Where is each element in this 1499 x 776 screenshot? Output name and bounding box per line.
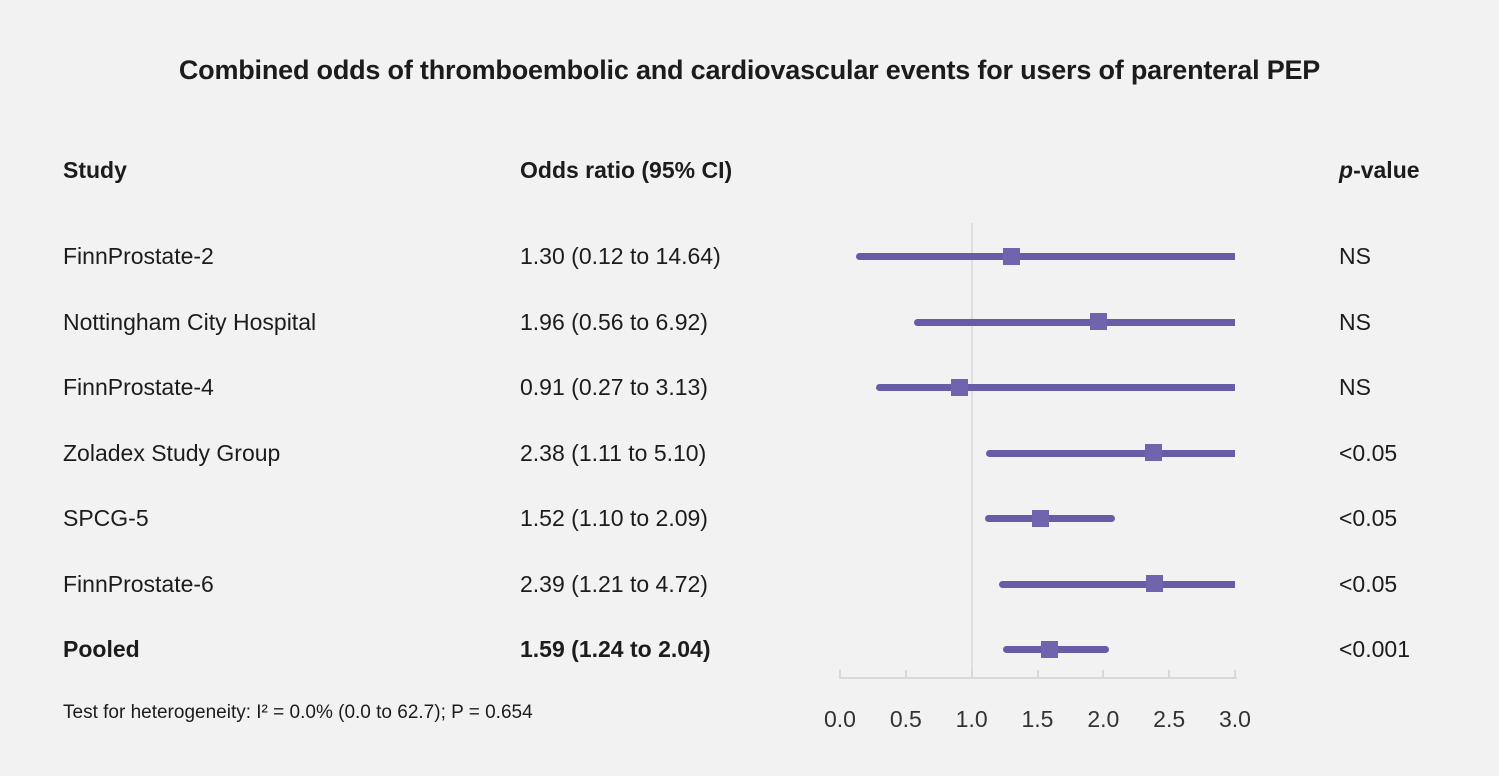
confidence-interval-line [999,580,1235,588]
reference-line-1.0 [970,223,973,679]
confidence-interval-line [984,515,1116,522]
x-axis-tick [839,670,841,679]
x-axis-tick-label: 2.5 [1153,706,1186,732]
odds-ratio-marker [1040,640,1058,658]
odds-ratio-marker [1146,575,1164,592]
x-axis-tick [904,670,907,679]
study-label: Pooled [63,636,140,662]
confidence-interval-line [913,318,1235,326]
study-label: SPCG-5 [63,505,149,531]
column-header-study: Study [63,157,127,183]
p-value: NS [1339,243,1371,269]
column-header-odds-ratio: Odds ratio (95% CI) [520,157,733,183]
study-label: Zoladex Study Group [63,439,281,466]
heterogeneity-footnote: Test for heterogeneity: I² = 0.0% (0.0 t… [63,702,533,723]
p-value: NS [1339,374,1371,400]
p-value-header-suffix: -value [1353,157,1420,183]
study-label: Nottingham City Hospital [63,308,317,335]
p-value: <0.05 [1339,505,1398,531]
x-axis-tick [1168,670,1171,679]
p-value: <0.05 [1339,570,1398,597]
x-axis-tick [1234,670,1236,679]
p-value-header-italic-p: p [1339,157,1354,183]
odds-ratio-value: 2.38 (1.11 to 5.10) [520,439,707,466]
p-value: <0.05 [1339,439,1398,466]
x-axis-tick [970,670,973,679]
confidence-interval-line [986,449,1235,457]
x-axis-tick-label: 2.0 [1087,706,1120,732]
chart-title: Combined odds of thromboembolic and card… [178,55,1321,85]
confidence-interval-line [855,253,1235,260]
confidence-interval-line [875,384,1235,391]
x-axis-tick-label: 0.0 [824,706,856,732]
study-label: FinnProstate-4 [63,374,214,400]
odds-ratio-value: 1.59 (1.24 to 2.04) [520,636,711,662]
odds-ratio-value: 0.91 (0.27 to 3.13) [520,374,708,400]
odds-ratio-marker [1002,247,1020,265]
study-label: FinnProstate-6 [63,570,214,597]
odds-ratio-marker [1144,444,1162,461]
x-axis-baseline [840,677,1237,679]
odds-ratio-marker [951,378,969,396]
odds-ratio-value: 2.39 (1.21 to 4.72) [520,570,708,597]
odds-ratio-value: 1.30 (0.12 to 14.64) [520,243,721,269]
x-axis-tick-label: 0.5 [889,706,922,732]
p-value: <0.001 [1339,636,1410,662]
x-axis-tick [1036,670,1039,679]
p-value: NS [1339,308,1371,335]
x-axis-tick-label: 1.5 [1021,706,1054,732]
odds-ratio-marker [1031,509,1049,527]
column-header-p-value: p-value [1339,156,1420,184]
x-axis-tick [1102,670,1105,679]
odds-ratio-value: 1.52 (1.10 to 2.09) [520,505,708,531]
study-label: FinnProstate-2 [63,243,214,269]
odds-ratio-marker [1089,313,1107,330]
x-axis-tick-label: 1.0 [955,706,988,732]
odds-ratio-value: 1.96 (0.56 to 6.92) [520,308,708,335]
x-axis-tick-label: 3.0 [1219,706,1251,732]
